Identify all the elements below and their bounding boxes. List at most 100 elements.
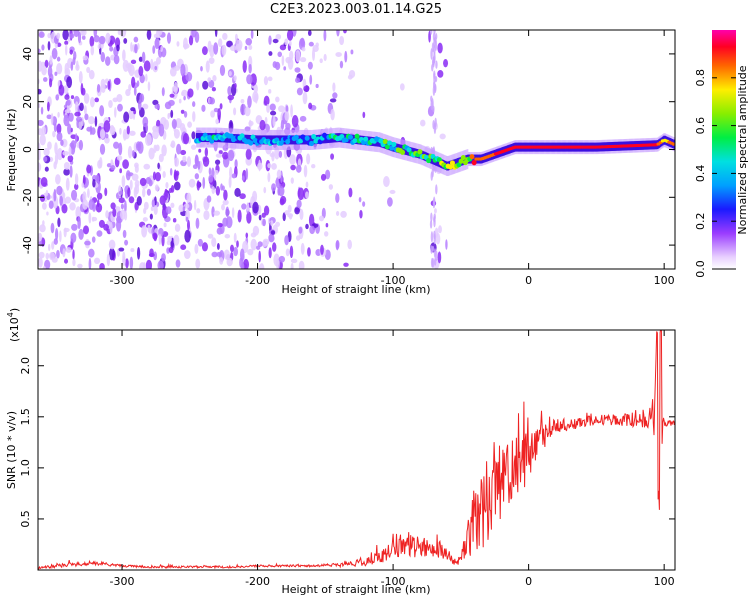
spectrogram-speckle [248,44,253,50]
spectrogram-speckle [62,150,69,156]
spectrogram-speckle [169,93,175,98]
spectrogram-speckle [261,212,266,218]
spectrogram-speckle [153,251,158,261]
spectrogram-speckle [233,82,237,89]
spectrogram-speckle [290,164,296,171]
spectrogram-speckle [431,245,435,252]
spectrogram-speckle [430,99,433,111]
spectrogram-ridge-peak [449,160,455,166]
spectrogram-speckle [214,170,219,175]
spectrogram-speckle [433,233,436,245]
spectrogram-speckle [437,42,443,54]
spectrogram-speckle [201,104,206,112]
spectrogram-speckle [216,251,223,257]
spectrogram-speckle [197,238,203,247]
spectrogram-speckle [305,191,309,199]
spectrogram-speckle [139,93,145,103]
spectrogram-speckle [208,167,212,176]
spectrogram-speckle [93,35,100,43]
spectrogram-speckle [217,222,223,228]
spectrogram-speckle [119,168,123,174]
spectrogram-speckle [435,60,438,69]
spectrogram-speckle [38,251,45,259]
spectrogram-speckle [64,40,69,45]
spectrogram-speckle [223,189,228,201]
spectrogram-speckle [272,61,277,68]
spectrogram-speckle [158,153,164,163]
spectrogram-speckle [300,37,305,47]
spectrogram-ridge-peak [384,144,390,150]
spectrogram-speckle [431,64,434,72]
spectrogram-speckle [203,210,210,221]
spectrogram-speckle [58,84,65,96]
spectrogram-speckle [136,196,142,206]
spectrogram-speckle [284,111,290,122]
spectrogram-ridge-core [270,135,272,145]
spectrogram-speckle [439,133,446,140]
spectrogram-speckle [96,192,103,200]
spectrogram-speckle [100,78,106,89]
spectrogram-speckle [258,214,262,221]
spectrogram-speckle [143,201,149,210]
spectrogram-speckle [44,259,51,269]
spectrogram-speckle [165,206,172,215]
spectrogram-speckle [231,173,237,179]
spectrogram-ridge-core [436,157,438,167]
spectrogram-speckle [38,31,45,38]
spectrogram-ridge-core [404,145,407,155]
spectrogram-speckle [214,30,218,38]
spectrogram-speckle [89,96,95,108]
spectrogram-speckle [279,198,285,206]
spectrogram-speckle [242,60,247,73]
spectrogram-speckle [186,192,192,206]
spectrogram-speckle [268,89,272,94]
spectrogram-speckle [294,67,301,73]
spectrogram-speckle [296,87,303,96]
spectrogram-speckle [250,238,257,251]
spectrogram-speckle [434,227,439,238]
spectrogram-speckle [61,204,68,214]
spectrogram-speckle [201,46,208,56]
spectrogram-x-tick-label: -200 [245,274,270,287]
spectrogram-ridge-peak [391,141,397,148]
spectrogram-y-ticks: -40 -20 0 20 40 [21,47,675,254]
spectrogram-speckle [41,44,45,51]
spectrogram-speckle [211,237,217,248]
spectrogram-speckle [399,83,405,91]
spectrogram-speckle [192,164,198,170]
spectrogram-speckle [297,187,305,201]
spectrogram-speckle [109,126,116,136]
spectrogram-ridge-peak [363,136,369,142]
spectrogram-speckle [233,232,237,243]
spectrogram-speckle [233,107,237,116]
spectrogram-speckle [39,194,46,202]
spectrogram-speckle [42,220,45,226]
spectrogram-speckle [303,85,310,92]
spectrogram-speckle [182,206,186,212]
spectrogram-speckle [190,144,197,150]
spectrogram-x-tick-label: 0 [525,274,532,287]
spectrogram-speckle [174,223,181,232]
spectrogram-speckle [72,258,76,267]
spectrogram-ridge-core [309,135,312,145]
spectrogram-speckle [325,223,329,228]
spectrogram-speckle [66,76,73,89]
spectrogram-speckle [39,224,46,233]
spectrogram-speckle [55,94,60,101]
spectrogram-speckle [38,88,42,95]
spectrogram-speckle [120,203,124,210]
spectrogram-ridge-peak [417,149,423,155]
spectrogram-x-label: Height of straight line (km) [281,283,430,296]
spectrogram-speckle [290,262,294,269]
spectrogram-speckle [130,248,135,253]
spectrogram-speckle [211,186,216,195]
spectrogram-speckle [56,185,63,196]
spectrogram-speckle [237,209,242,223]
spectrogram-speckle [74,173,79,186]
spectrogram-speckle [215,118,219,125]
spectrogram-speckle [78,119,83,130]
spectrogram-speckle [245,232,249,239]
spectrogram-speckle [56,249,60,259]
spectrogram-speckle [430,231,434,243]
spectrogram-speckle [152,129,159,140]
